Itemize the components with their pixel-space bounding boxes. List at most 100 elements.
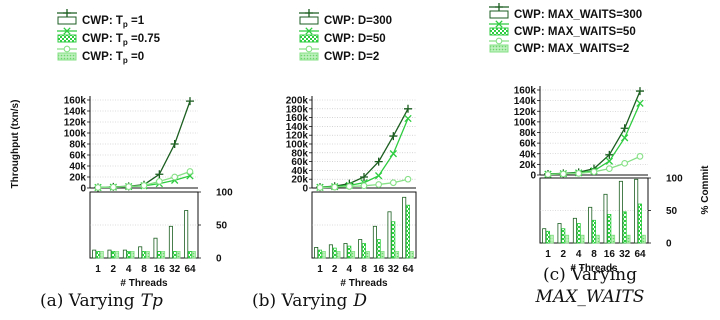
marker-c1-s2-p1 bbox=[331, 183, 339, 191]
xtick-label-c2-0: 1 bbox=[545, 249, 551, 260]
xtick-label-c0-3: 8 bbox=[141, 264, 147, 275]
marker-c0-s0-p6 bbox=[186, 97, 194, 106]
xtick-label-c1-1: 2 bbox=[332, 264, 338, 275]
legend-label-c2-2: CWP: MAX_WAITS=2 bbox=[514, 43, 629, 55]
ytick-label-c1-6: 120k bbox=[286, 131, 309, 142]
commit-bar-c2-s1-p3 bbox=[592, 219, 597, 244]
legend-value: =1 bbox=[128, 15, 145, 27]
commit-bar-c1-s2-p1 bbox=[336, 250, 341, 259]
marker-c2-s0-p4 bbox=[605, 150, 614, 159]
ytick-label-c0-6: 120k bbox=[64, 118, 87, 129]
commit-bar-c1-s2-p2 bbox=[351, 250, 356, 259]
marker-c2-s2-p6 bbox=[636, 153, 644, 160]
ytick-label-c1-8: 160k bbox=[286, 113, 309, 124]
marker-c2-slegend0-p0 bbox=[495, 3, 503, 11]
xtick-label-c1-5: 32 bbox=[388, 264, 400, 275]
ytick-label-c0-2: 40k bbox=[69, 162, 86, 173]
marker-c2-s0-p5 bbox=[620, 124, 629, 133]
x-axis-label-c0: # Threads bbox=[120, 278, 168, 289]
commit-bar-c0-s2-p6 bbox=[191, 250, 196, 259]
commit-bar-c2-s2-p3 bbox=[595, 234, 600, 244]
x-axis-label-c1: # Threads bbox=[340, 278, 388, 289]
commit-bar-c2-s2-p0 bbox=[549, 234, 554, 244]
legend-text: CWP: D=50 bbox=[324, 33, 386, 45]
commit-bar-c1-s1-p5 bbox=[391, 221, 396, 259]
commit-tick-label-c2-0: 0 bbox=[666, 239, 672, 250]
legend-label-c1-1: CWP: D=50 bbox=[324, 33, 386, 45]
marker-c1-slegend0-p0 bbox=[305, 9, 313, 17]
ytick-label-c2-7: 140k bbox=[514, 96, 537, 107]
ytick-label-c2-8: 160k bbox=[514, 86, 537, 97]
commit-bar-c0-s2-p1 bbox=[115, 250, 120, 259]
marker-c1-s2-p4 bbox=[375, 181, 383, 188]
legend-swatch-c1-1 bbox=[299, 34, 319, 43]
ytick-label-c1-5: 100k bbox=[286, 140, 309, 151]
marker-c0-s2-p6 bbox=[186, 168, 194, 175]
commit-bar-c0-s1-p2 bbox=[126, 250, 131, 259]
commit-bar-c2-s2-p2 bbox=[580, 234, 585, 244]
legend-subscript: p bbox=[123, 56, 128, 65]
caption-var: D bbox=[352, 291, 367, 311]
commit-bar-c2-s1-p5 bbox=[622, 211, 627, 244]
marker-c0-s0-p5 bbox=[170, 140, 179, 148]
commit-bar-c0-s2-p2 bbox=[130, 250, 135, 259]
marker-c2-slegend1-p0 bbox=[495, 20, 503, 28]
commit-bar-c1-s0-p3 bbox=[358, 239, 363, 259]
legend-label-c0-1: CWP: Tp =0.75 bbox=[82, 33, 161, 47]
commit-bar-c1-s2-p5 bbox=[395, 250, 400, 259]
commit-tick-label-c2-2: 100 bbox=[666, 174, 683, 185]
ytick-label-c1-9: 180k bbox=[286, 104, 309, 115]
marker-c1-s2-p2 bbox=[345, 183, 353, 190]
legend-swatch-c1-2 bbox=[299, 52, 319, 61]
commit-bar-c0-s1-p0 bbox=[96, 250, 101, 259]
ytick-label-c2-3: 60k bbox=[519, 139, 536, 150]
marker-c1-slegend1-p0 bbox=[305, 27, 313, 35]
commit-bar-c2-s1-p2 bbox=[576, 223, 581, 244]
commit-bar-c2-s0-p1 bbox=[557, 223, 562, 244]
commit-bar-c2-s0-p5 bbox=[618, 180, 623, 244]
ytick-label-c0-0: 0 bbox=[80, 184, 86, 195]
ytick-label-c2-0: 0 bbox=[530, 171, 536, 182]
commit-bar-c0-s1-p6 bbox=[187, 250, 192, 259]
marker-c1-slegend2-p0 bbox=[305, 45, 313, 53]
legend-subscript: p bbox=[123, 20, 128, 29]
commit-bar-c1-s1-p3 bbox=[361, 243, 366, 259]
commit-bar-c1-s1-p0 bbox=[317, 249, 322, 259]
marker-c1-s0-p5 bbox=[389, 132, 398, 141]
marker-c1-s0-p4 bbox=[374, 157, 383, 166]
commit-bar-c1-s2-p3 bbox=[365, 250, 370, 259]
marker-c0-s2-p5 bbox=[171, 173, 179, 181]
caption-c1: (b) Varying D bbox=[252, 291, 367, 311]
marker-c2-s0-p6 bbox=[636, 87, 644, 96]
legend-text: CWP: T bbox=[82, 51, 123, 63]
ytick-label-c0-7: 140k bbox=[64, 107, 87, 118]
marker-c1-s2-p0 bbox=[316, 184, 324, 191]
commit-bar-c1-s2-p4 bbox=[380, 250, 385, 259]
marker-c0-slegend1-p0 bbox=[63, 27, 71, 35]
marker-c0-s2-p0 bbox=[94, 184, 102, 191]
legend-label-c2-0: CWP: MAX_WAITS=300 bbox=[514, 9, 642, 21]
marker-c2-s2-p2 bbox=[575, 170, 583, 177]
commit-bar-c0-s1-p1 bbox=[111, 250, 116, 259]
ytick-label-c0-4: 80k bbox=[69, 140, 86, 151]
xtick-label-c0-1: 2 bbox=[111, 264, 117, 275]
marker-c1-s2-p5 bbox=[389, 179, 397, 187]
marker-c1-s1-p6 bbox=[404, 114, 412, 123]
xtick-label-c1-6: 64 bbox=[402, 264, 414, 275]
commit-bar-c1-s1-p6 bbox=[405, 204, 410, 259]
xtick-label-c2-5: 32 bbox=[619, 249, 631, 260]
legend-text: CWP: D=2 bbox=[324, 51, 379, 63]
commit-bar-c1-s0-p4 bbox=[372, 225, 377, 259]
y2-axis-label-c2: % Commit bbox=[700, 165, 711, 215]
xtick-label-c0-2: 4 bbox=[126, 264, 132, 275]
commit-bar-c1-s2-p0 bbox=[321, 250, 326, 259]
ytick-label-c0-8: 160k bbox=[64, 96, 87, 107]
caption-text: (a) Varying bbox=[40, 291, 135, 311]
xtick-label-c1-3: 8 bbox=[361, 264, 367, 275]
commit-bar-c0-s0-p0 bbox=[92, 249, 97, 259]
marker-c2-s2-p1 bbox=[559, 170, 567, 178]
xtick-label-c2-1: 2 bbox=[561, 249, 567, 260]
commit-bar-c0-s0-p3 bbox=[138, 246, 143, 259]
caption-c0: (a) Varying Tp bbox=[40, 291, 163, 311]
